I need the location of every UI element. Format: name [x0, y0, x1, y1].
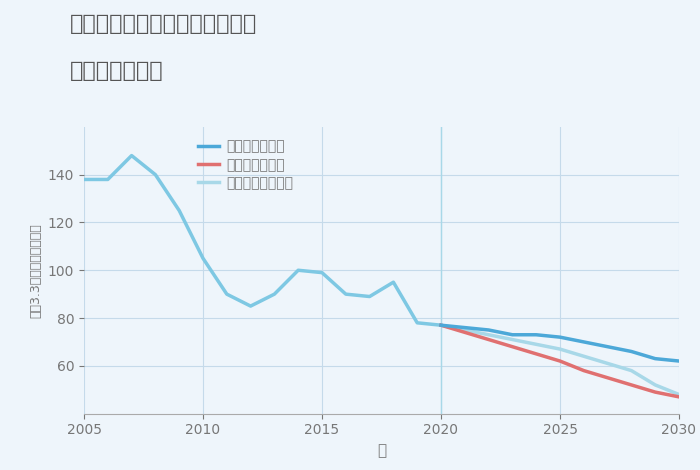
ノーマルシナリオ — [603, 360, 612, 366]
ノーマルシナリオ — [437, 322, 445, 328]
バッドシナリオ — [675, 394, 683, 399]
Text: 土地の価格推移: 土地の価格推移 — [70, 61, 164, 81]
バッドシナリオ — [651, 389, 659, 395]
グッドシナリオ — [532, 332, 540, 337]
グッドシナリオ — [437, 322, 445, 328]
グッドシナリオ — [603, 344, 612, 350]
Text: 神奈川県中郡二宮町百合が丘の: 神奈川県中郡二宮町百合が丘の — [70, 14, 258, 34]
グッドシナリオ — [508, 332, 517, 337]
ノーマルシナリオ — [508, 337, 517, 342]
グッドシナリオ — [556, 334, 564, 340]
ノーマルシナリオ — [651, 382, 659, 388]
バッドシナリオ — [484, 337, 493, 342]
バッドシナリオ — [556, 358, 564, 364]
グッドシナリオ — [484, 327, 493, 333]
ノーマルシナリオ — [675, 392, 683, 397]
ノーマルシナリオ — [532, 342, 540, 347]
グッドシナリオ — [580, 339, 588, 345]
Line: グッドシナリオ: グッドシナリオ — [441, 325, 679, 361]
Line: バッドシナリオ: バッドシナリオ — [441, 325, 679, 397]
バッドシナリオ — [437, 322, 445, 328]
グッドシナリオ — [627, 349, 636, 354]
ノーマルシナリオ — [484, 332, 493, 337]
ノーマルシナリオ — [627, 368, 636, 373]
バッドシナリオ — [627, 382, 636, 388]
Legend: グッドシナリオ, バッドシナリオ, ノーマルシナリオ: グッドシナリオ, バッドシナリオ, ノーマルシナリオ — [198, 140, 293, 190]
Line: ノーマルシナリオ: ノーマルシナリオ — [441, 325, 679, 394]
ノーマルシナリオ — [580, 353, 588, 359]
ノーマルシナリオ — [556, 346, 564, 352]
グッドシナリオ — [675, 358, 683, 364]
バッドシナリオ — [508, 344, 517, 350]
バッドシナリオ — [461, 329, 469, 335]
バッドシナリオ — [603, 375, 612, 381]
ノーマルシナリオ — [461, 327, 469, 333]
グッドシナリオ — [651, 356, 659, 361]
バッドシナリオ — [532, 351, 540, 357]
Y-axis label: 坪（3.3㎡）単価（万円）: 坪（3.3㎡）単価（万円） — [29, 223, 42, 318]
バッドシナリオ — [580, 368, 588, 373]
グッドシナリオ — [461, 325, 469, 330]
X-axis label: 年: 年 — [377, 443, 386, 458]
